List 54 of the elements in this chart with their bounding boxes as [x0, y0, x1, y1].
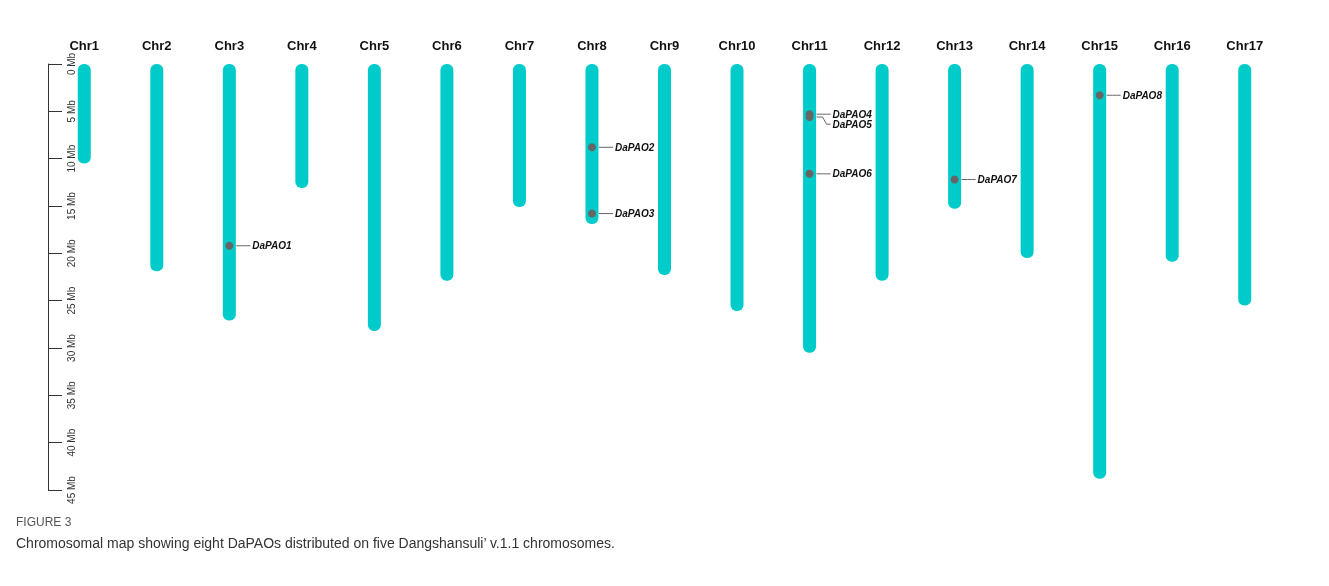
bar	[222, 64, 236, 321]
annotation: DaPAO4	[832, 108, 873, 120]
x-tick-label: Chr2	[141, 38, 172, 53]
bar	[440, 64, 454, 281]
bar	[367, 64, 381, 331]
bar	[585, 64, 599, 224]
x-tick-label: Chr7	[504, 38, 535, 53]
bar	[803, 64, 817, 353]
x-tick-label: Chr5	[359, 38, 390, 53]
bar	[875, 64, 889, 281]
bar	[730, 64, 744, 312]
annotation: DaPAO8	[1122, 89, 1163, 101]
annotation: DaPAO2	[614, 141, 655, 153]
y-tick-label: 10 Mb	[65, 144, 77, 173]
bar	[295, 64, 309, 189]
y-tick-label: 0 Mb	[65, 52, 77, 76]
x-tick-label: Chr14	[1008, 38, 1047, 53]
bar	[1238, 64, 1252, 306]
x-tick-label: Chr17	[1226, 38, 1264, 53]
y-tick-label: 30 Mb	[65, 333, 77, 362]
text: Chromosomal map showing eight DaPAOs distributed on five Dangshansuli’ v.1.1 chromosomes.	[16, 535, 615, 551]
x-tick-label: Chr9	[649, 38, 680, 53]
bar	[512, 64, 526, 207]
x-tick-label: Chr13	[936, 38, 974, 53]
x-tick-label: Chr11	[791, 38, 828, 53]
x-tick-label: Chr8	[577, 38, 607, 53]
bar	[1020, 64, 1034, 259]
annotation: DaPAO1	[252, 240, 293, 252]
x-tick-label: Chr16	[1153, 38, 1191, 53]
x-tick-label: Chr12	[863, 38, 901, 53]
bar	[1093, 64, 1107, 479]
bar	[658, 64, 671, 276]
annotation: DaPAO3	[614, 208, 655, 220]
x-tick-label: Chr6	[432, 38, 462, 53]
annotation: DaPAO6	[832, 168, 873, 180]
caption: FIGURE 3	[16, 515, 72, 529]
annotation: DaPAO7	[977, 173, 1018, 185]
bar	[948, 64, 962, 209]
x-tick-label: Chr3	[214, 38, 245, 53]
annotation: DaPAO5	[832, 118, 873, 130]
y-tick-label: 15 Mb	[65, 191, 77, 220]
y-tick-label: 20 Mb	[65, 239, 77, 268]
y-tick-label: 5 Mb	[65, 99, 77, 123]
bar	[150, 64, 164, 272]
x-tick-label: Chr1	[69, 38, 100, 53]
bar	[77, 64, 91, 164]
x-tick-label: Chr4	[287, 38, 318, 53]
y-tick-label: 45 Mb	[65, 475, 77, 504]
x-tick-label: Chr15	[1081, 38, 1119, 53]
y-tick-label: 25 Mb	[65, 286, 77, 315]
y-tick-label: 35 Mb	[65, 381, 77, 410]
bar	[1165, 64, 1179, 262]
x-tick-label: Chr10	[718, 38, 756, 53]
y-tick-label: 40 Mb	[65, 428, 77, 457]
